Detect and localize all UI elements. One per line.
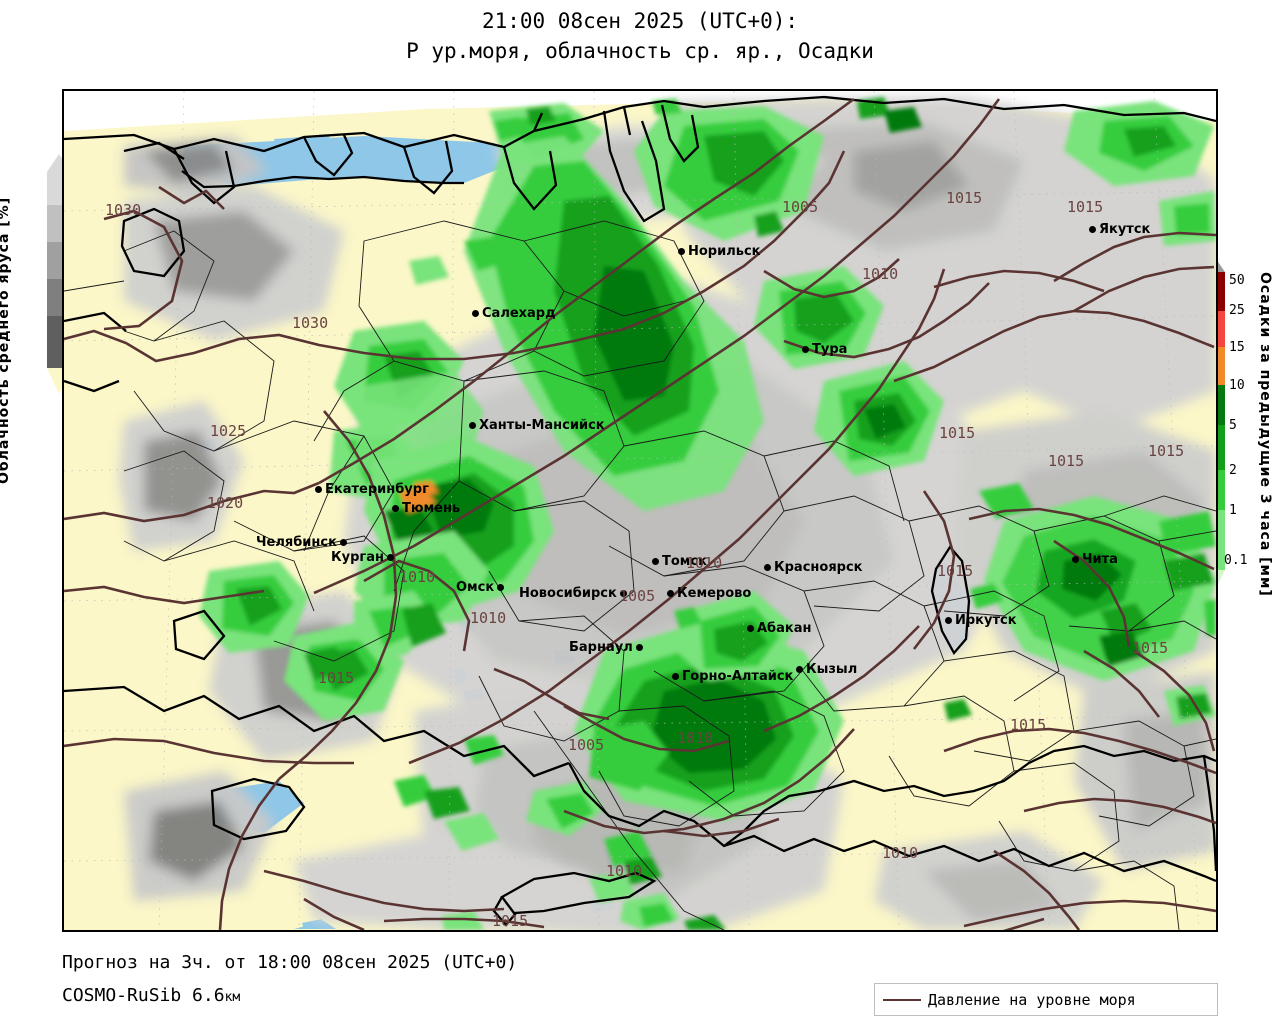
city-label: Иркутск [945, 614, 1017, 627]
precip-colorbar-tick: 15 [1229, 340, 1245, 355]
page-title: 21:00 08сен 2025 (UTC+0): Р ур.моря, обл… [0, 6, 1280, 66]
precip-colorbar-tick: 10 [1229, 378, 1245, 393]
weather-map[interactable]: Норильск Салехард Тура Якутск Ханты-Манс… [62, 89, 1218, 932]
city-label: Ханты-Мансийск [469, 419, 605, 432]
isobar-label: 1010 [686, 554, 723, 572]
city-dot [796, 666, 803, 673]
precip-colorbar-tick: 0.1 [1224, 553, 1248, 568]
isobar-label: 1005 [619, 587, 656, 605]
isobar-label: 1020 [207, 494, 244, 512]
city-dot [497, 584, 505, 591]
city-label: Омск [456, 581, 505, 594]
isobar-label: 1010 [399, 568, 436, 586]
city-label: Курган [331, 551, 394, 564]
title-fields: Р ур.моря, облачность ср. яр., Осадки [406, 39, 874, 63]
city-dot [764, 564, 771, 571]
precip-colorbar-tick: 5 [1229, 418, 1237, 433]
city-dot [339, 539, 347, 546]
city-label: Норильск [678, 245, 761, 258]
precip-colorbar-tick: 50 [1229, 273, 1245, 288]
city-dot [652, 558, 659, 565]
city-dot [469, 422, 476, 429]
pressure-legend-label: Давление на уровне моря [928, 990, 1136, 1009]
pressure-legend: Давление на уровне моря [874, 983, 1218, 1016]
forecast-info: Прогноз на 3ч. от 18:00 08сен 2025 (UTC+… [62, 952, 518, 973]
city-label: Челябинск [256, 536, 347, 549]
city-label: Тура [802, 343, 847, 356]
city-dot [672, 673, 679, 680]
city-label: Горно-Алтайск [672, 670, 793, 683]
isobar-label: 1010 [677, 729, 714, 747]
pressure-line-swatch [883, 998, 921, 1001]
city-dot [635, 644, 643, 651]
isobar-label: 1015 [1067, 198, 1104, 216]
isobar-label: 1010 [882, 844, 919, 862]
city-dot [386, 554, 394, 561]
city-dot [315, 486, 322, 493]
city-label: Тюмень [392, 502, 460, 515]
city-dot [678, 248, 685, 255]
city-label: Новосибирск [519, 587, 627, 600]
isobar-label: 1010 [606, 862, 643, 880]
title-timestamp: 21:00 08сен 2025 (UTC+0): [481, 9, 799, 33]
isobar-label: 1005 [782, 198, 819, 216]
isobar-label: 1025 [210, 422, 247, 440]
precip-colorbar-tick: 1 [1229, 503, 1237, 518]
model-units: км [224, 990, 241, 1005]
cloud-colorbar-axis-label: Облачность среднего яруса [%] [0, 196, 12, 484]
city-label: Салехард [472, 307, 556, 320]
model-info: COSMO-RuSib 6.6км [62, 985, 240, 1006]
isobar-label: 1015 [1048, 452, 1085, 470]
city-label: Чита [1072, 553, 1118, 566]
city-label: Красноярск [764, 561, 863, 574]
city-dot [472, 310, 479, 317]
city-dot [1089, 226, 1096, 233]
city-dot [945, 617, 952, 624]
precip-colorbar-tick: 25 [1229, 303, 1245, 318]
city-dot [392, 505, 399, 512]
city-label: Якутск [1089, 223, 1150, 236]
isobar-label: 1010 [862, 265, 899, 283]
isobar-label: 1030 [292, 314, 329, 332]
model-name: COSMO-RuSib 6.6 [62, 985, 225, 1006]
isobar-label: 1015 [1010, 716, 1047, 734]
isobar-label: 1015 [939, 424, 976, 442]
city-dot [1072, 556, 1079, 563]
city-dot [619, 590, 627, 597]
isobar-label: 1015 [318, 669, 355, 687]
city-dot [802, 346, 809, 353]
city-label: Барнаул [569, 641, 643, 654]
city-label: Кызыл [796, 663, 857, 676]
isobar-label: 1015 [1132, 639, 1169, 657]
isobar-label: 1010 [470, 609, 507, 627]
city-label: Екатеринбург [315, 483, 429, 496]
city-label: Кемерово [667, 587, 751, 600]
city-dot [747, 625, 754, 632]
city-label: Абакан [747, 622, 812, 635]
city-label: Томск [652, 555, 707, 568]
isobar-label: 1030 [105, 201, 142, 219]
isobar-label: 1005 [568, 736, 605, 754]
precip-colorbar-tick: 2 [1229, 463, 1237, 478]
isobar-label: 1015 [1148, 442, 1185, 460]
isobar-label: 1015 [946, 189, 983, 207]
precip-colorbar-axis-label: Осадки за предыдущие 3 часа [мм] [1257, 272, 1273, 597]
isobar-label: 1015 [492, 912, 529, 930]
map-canvas [64, 91, 1216, 930]
city-dot [667, 590, 674, 597]
isobar-label: 1015 [937, 562, 974, 580]
